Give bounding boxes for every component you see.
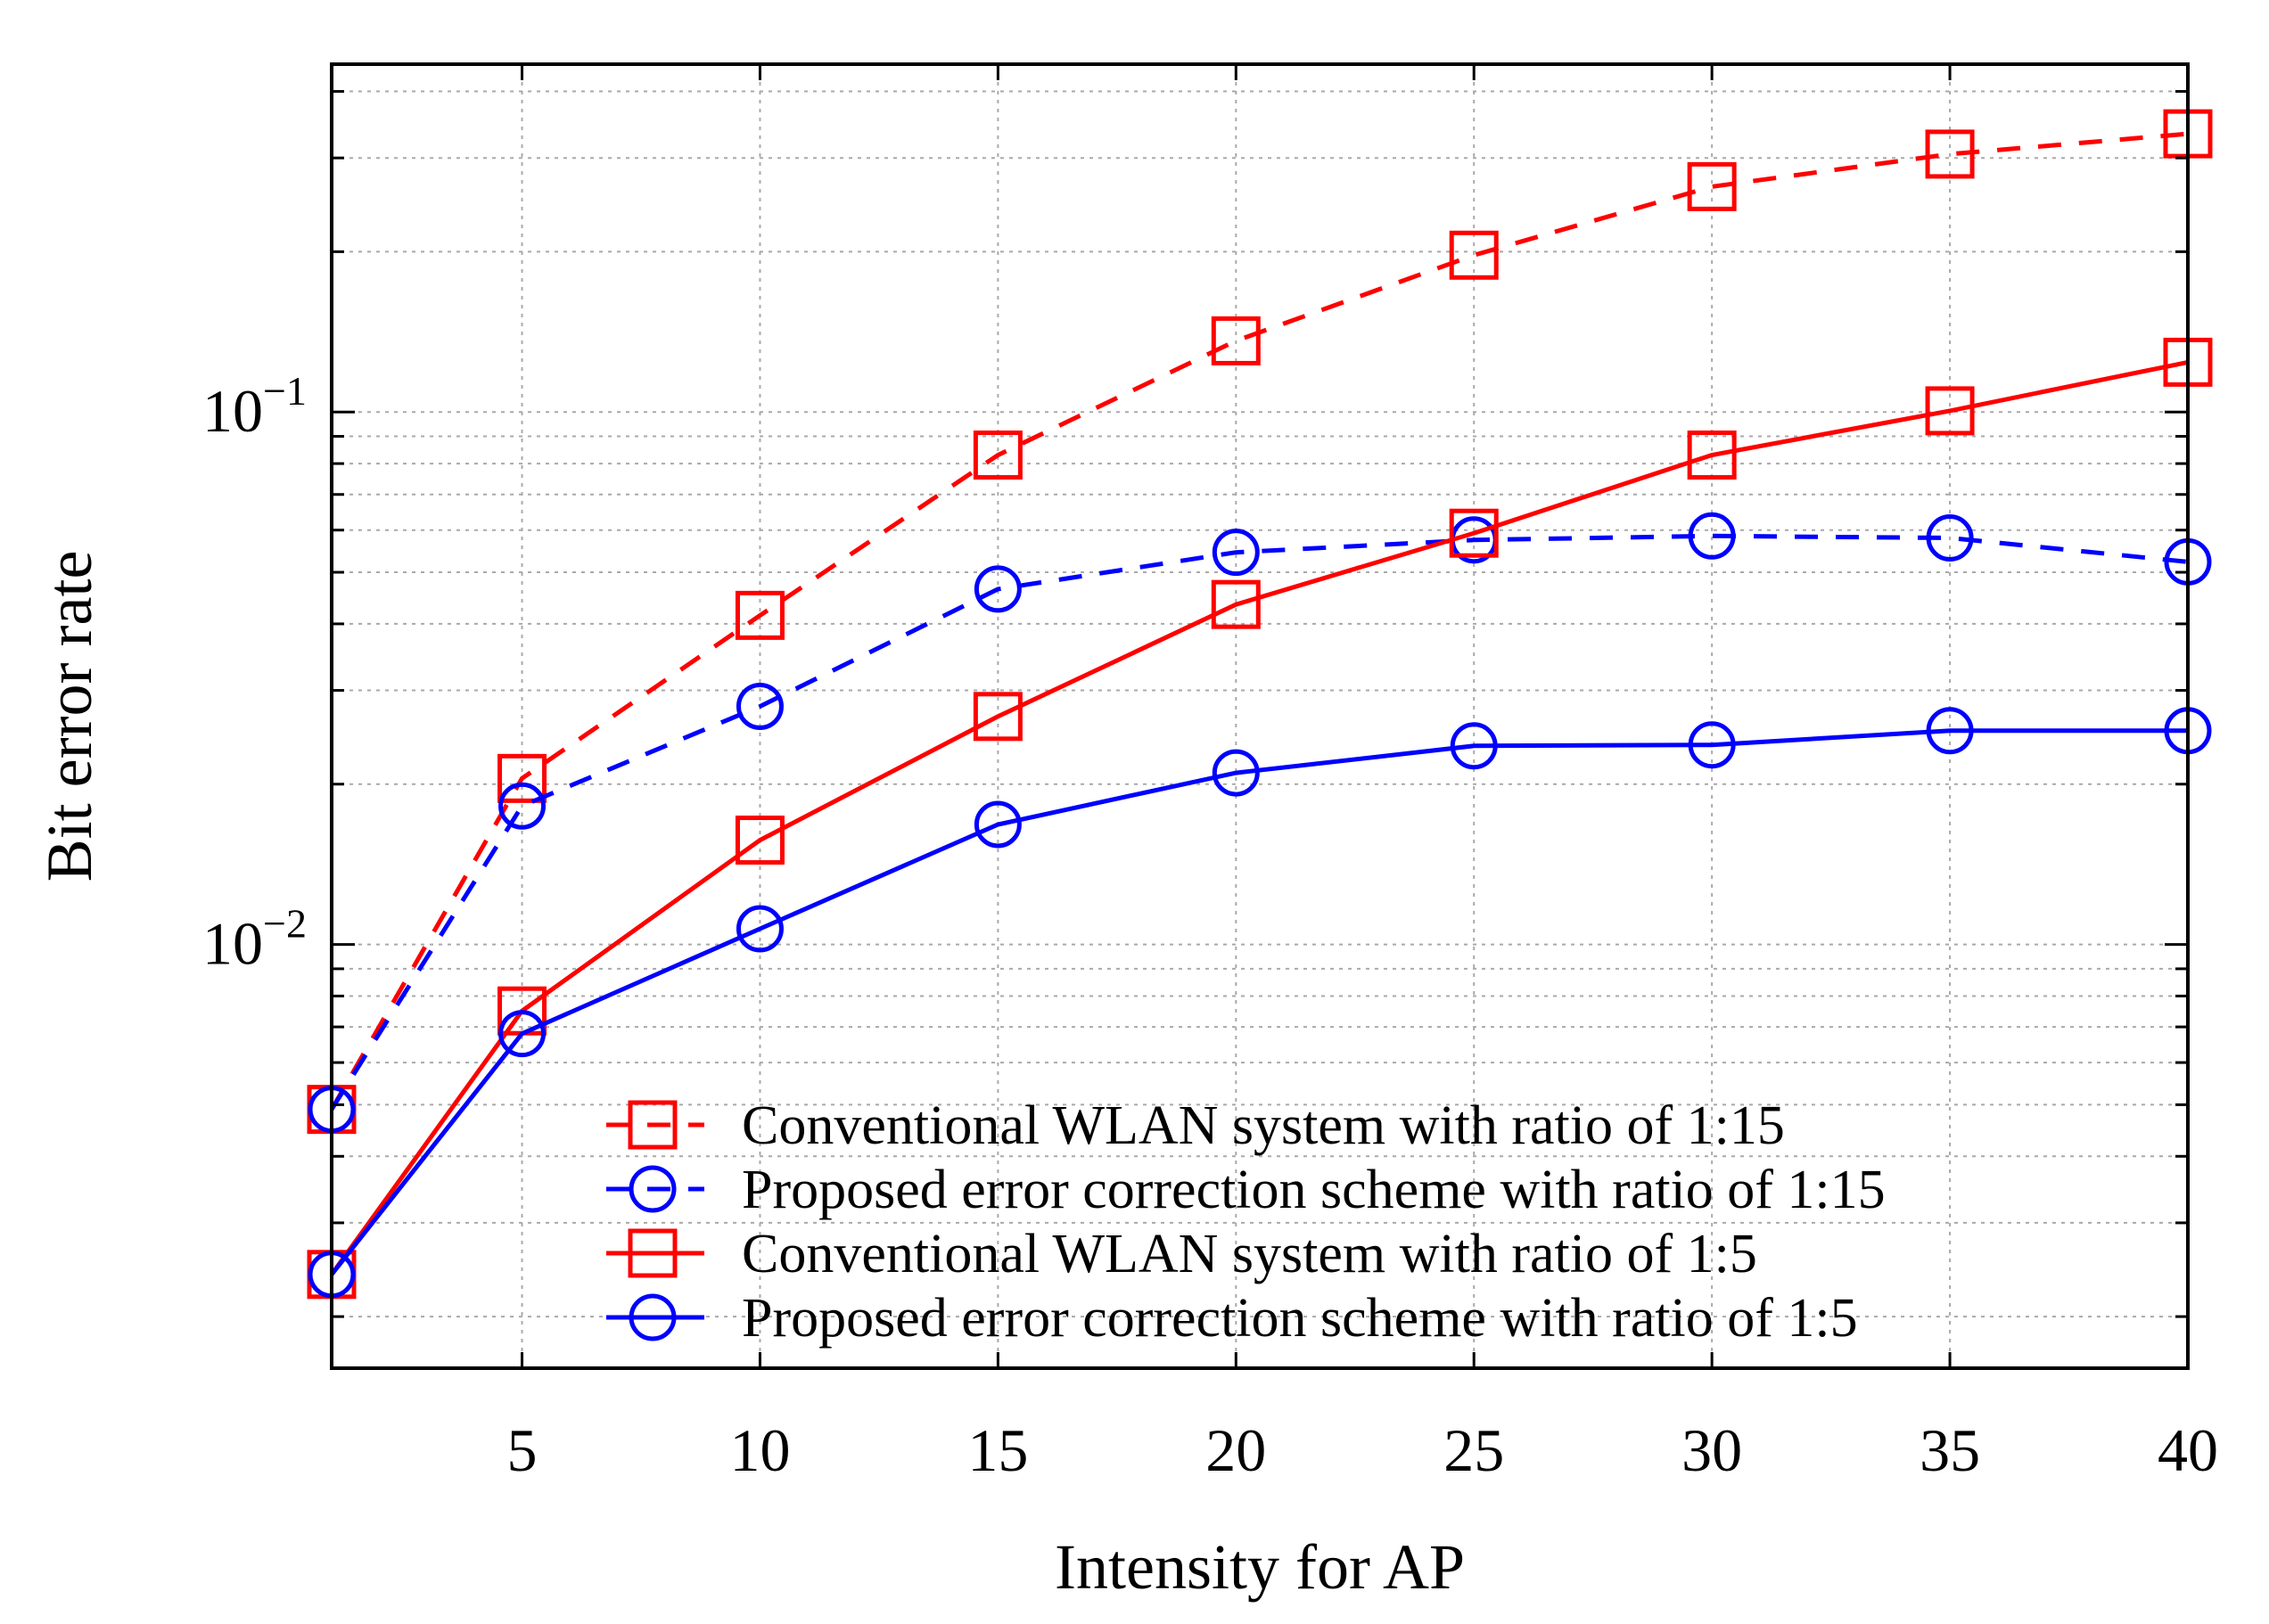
circle-marker xyxy=(736,682,784,730)
square-marker xyxy=(973,431,1023,480)
circle-marker xyxy=(1926,514,1974,562)
circle-marker xyxy=(629,1293,677,1341)
axis-ticks: 5 10 15 20 25 30 35 40 10−2 10−1 xyxy=(202,64,2218,1484)
square-marker xyxy=(1687,431,1737,480)
square-marker xyxy=(1211,579,1261,629)
square-marker xyxy=(628,1100,678,1150)
square-marker xyxy=(1449,230,1499,280)
circle-marker xyxy=(974,565,1022,613)
circle-marker xyxy=(736,905,784,953)
legend: Conventional WLAN system with ratio of 1… xyxy=(606,1095,1886,1349)
legend-label: Proposed error correction scheme with ra… xyxy=(742,1160,1886,1220)
circle-marker xyxy=(1212,749,1260,797)
circle-marker xyxy=(974,800,1022,849)
square-marker xyxy=(628,1228,678,1278)
y-tick-label: 10−2 xyxy=(202,901,307,978)
x-tick-label: 5 xyxy=(507,1416,538,1484)
y-tick-label: 10−1 xyxy=(202,368,307,445)
x-tick-label: 15 xyxy=(967,1416,1028,1484)
x-tick-label: 35 xyxy=(1920,1416,1980,1484)
series-4 xyxy=(308,707,2212,1299)
series-line xyxy=(329,359,2189,1276)
x-tick-label: 20 xyxy=(1205,1416,1266,1484)
legend-entry: Proposed error correction scheme with ra… xyxy=(606,1160,1886,1220)
x-axis-title: Intensity for AP xyxy=(1055,1531,1465,1603)
series-line xyxy=(329,533,2189,1111)
legend-label: Conventional WLAN system with ratio of 1… xyxy=(742,1095,1785,1156)
x-tick-label: 10 xyxy=(729,1416,790,1484)
circle-marker xyxy=(1212,529,1260,577)
legend-entry: Proposed error correction scheme with ra… xyxy=(606,1288,1858,1349)
x-tick-label: 30 xyxy=(1681,1416,1742,1484)
circle-marker xyxy=(1688,721,1736,769)
circle-marker xyxy=(1926,707,1974,755)
x-tick-label: 40 xyxy=(2158,1416,2218,1484)
square-marker xyxy=(1925,386,1975,436)
square-marker xyxy=(1449,508,1499,558)
circle-marker xyxy=(498,1010,547,1058)
circle-marker xyxy=(1450,722,1498,770)
circle-marker xyxy=(498,782,547,830)
legend-label: Proposed error correction scheme with ra… xyxy=(742,1288,1858,1349)
circle-marker xyxy=(629,1165,677,1213)
square-marker xyxy=(973,692,1023,742)
square-marker xyxy=(735,816,785,865)
square-marker xyxy=(497,753,547,803)
square-marker xyxy=(1687,161,1737,211)
legend-label: Conventional WLAN system with ratio of 1… xyxy=(742,1224,1757,1284)
legend-entry: Conventional WLAN system with ratio of 1… xyxy=(606,1224,1757,1284)
circle-marker xyxy=(1688,512,1736,560)
y-axis-title: Bit error rate xyxy=(34,551,105,882)
series-line xyxy=(330,728,2188,1276)
square-marker xyxy=(1925,129,1975,179)
square-marker xyxy=(735,590,785,640)
square-marker xyxy=(1211,316,1261,365)
x-tick-label: 25 xyxy=(1443,1416,1504,1484)
plot-frame xyxy=(330,62,2190,1370)
legend-entry: Conventional WLAN system with ratio of 1… xyxy=(606,1095,1785,1156)
